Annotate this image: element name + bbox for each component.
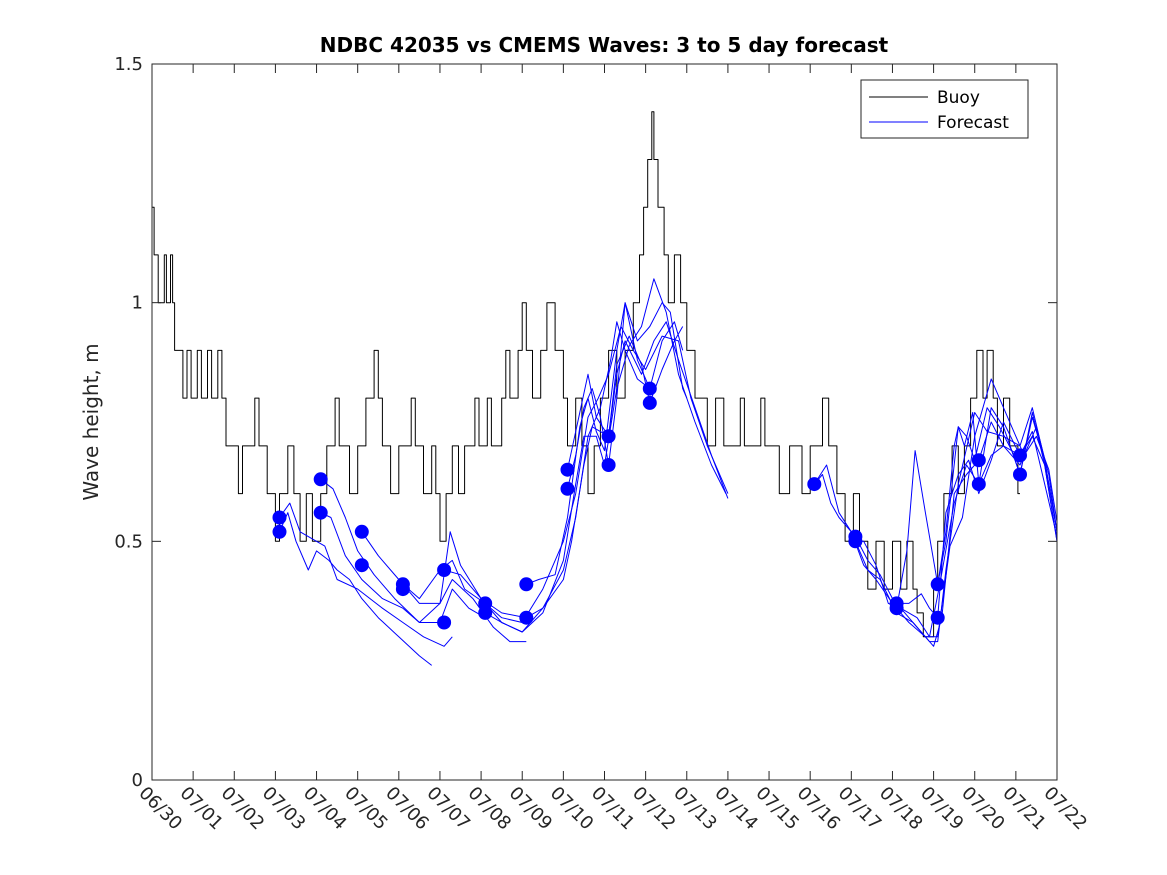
- forecast-marker-3: [313, 505, 328, 520]
- y-tick-label: 1: [132, 293, 143, 314]
- forecast-marker-5: [354, 558, 369, 573]
- legend: Buoy Forecast: [860, 79, 1029, 139]
- forecast-series-line-6: [402, 326, 729, 623]
- forecast-marker-11: [478, 605, 493, 620]
- forecast-marker-16: [601, 429, 616, 444]
- forecast-series-line-4: [320, 478, 527, 643]
- forecast-marker-29: [1013, 448, 1027, 463]
- forecast-series-line-9: [526, 302, 688, 585]
- forecast-series-line-7: [443, 321, 729, 619]
- buoy-series-line: [152, 111, 1020, 638]
- forecast-series-line-11: [567, 326, 684, 470]
- y-tick-label: 0.5: [114, 531, 143, 552]
- forecast-marker-13: [519, 610, 534, 625]
- forecast-marker-7: [395, 582, 410, 597]
- forecast-marker-2: [313, 472, 328, 487]
- forecast-marker-19: [642, 395, 657, 410]
- chart-title: NDBC 42035 vs CMEMS Waves: 3 to 5 day fo…: [320, 33, 889, 57]
- forecast-marker-28: [971, 477, 986, 492]
- forecast-series-line-18: [937, 407, 1058, 585]
- forecast-marker-15: [560, 481, 575, 496]
- marker-layer: [272, 381, 1027, 630]
- forecast-marker-4: [354, 524, 369, 539]
- forecast-series-line-10: [567, 302, 684, 489]
- forecast-series-line-1: [279, 512, 433, 666]
- series-layer: [152, 111, 1058, 666]
- axes-background: [152, 64, 1057, 780]
- forecast-marker-0: [272, 510, 287, 525]
- legend-box: [860, 79, 1029, 139]
- forecast-marker-30: [1013, 467, 1027, 482]
- forecast-series-line-16: [896, 421, 1058, 619]
- forecast-marker-25: [930, 577, 945, 592]
- legend-buoy-label: Buoy: [937, 88, 980, 108]
- forecast-marker-18: [642, 381, 657, 396]
- forecast-marker-9: [437, 615, 452, 630]
- y-axis-label: Wave height, m: [79, 343, 103, 500]
- y-tick-label: 1.5: [114, 54, 143, 75]
- forecast-series-line-3: [320, 512, 486, 623]
- forecast-marker-26: [930, 610, 945, 625]
- forecast-marker-17: [601, 458, 616, 472]
- forecast-marker-27: [971, 453, 986, 468]
- forecast-marker-22: [848, 534, 863, 549]
- forecast-marker-14: [560, 462, 575, 477]
- forecast-series-line-14: [854, 421, 1058, 647]
- forecast-marker-8: [437, 563, 452, 577]
- y-tick-label: 0: [132, 770, 143, 791]
- plot-area: 06/3007/0107/0207/0307/0407/0507/0607/07…: [114, 54, 1091, 834]
- forecast-marker-20: [807, 477, 822, 492]
- forecast-marker-24: [889, 601, 904, 616]
- forecast-marker-12: [519, 577, 534, 592]
- legend-forecast-label: Forecast: [937, 113, 1009, 133]
- forecast-marker-1: [272, 524, 287, 539]
- forecast-series-line-2: [279, 502, 453, 647]
